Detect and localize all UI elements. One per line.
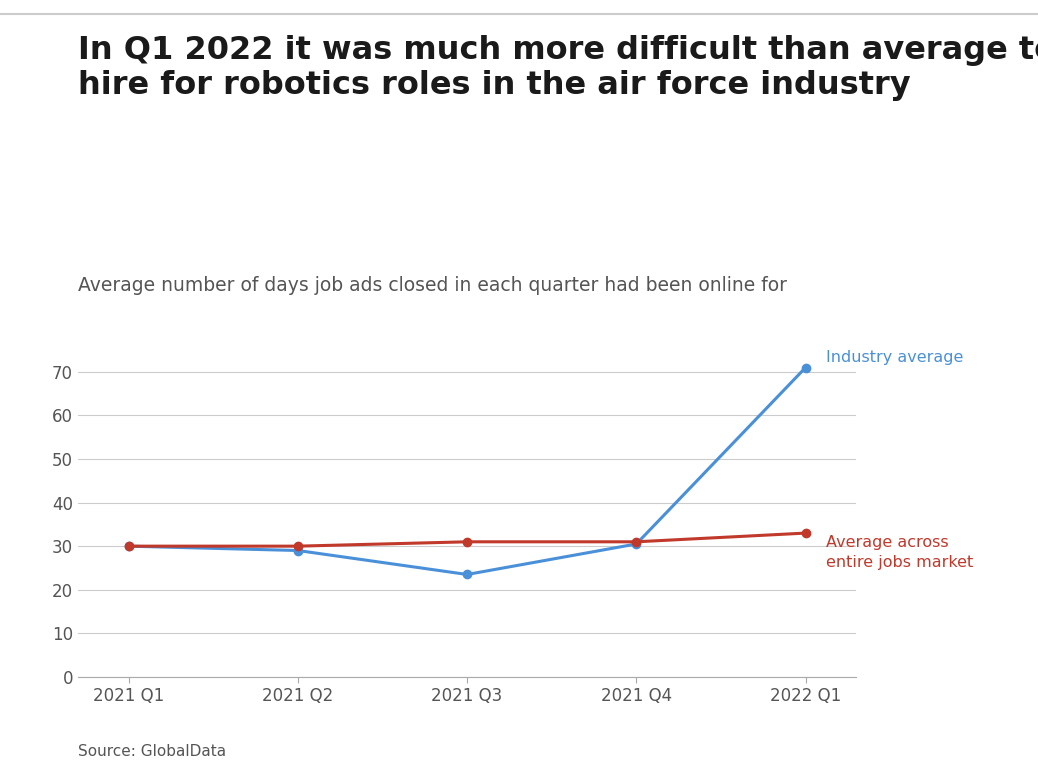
Text: Average across
entire jobs market: Average across entire jobs market <box>826 535 974 570</box>
Text: In Q1 2022 it was much more difficult than average to
hire for robotics roles in: In Q1 2022 it was much more difficult th… <box>78 35 1038 100</box>
Text: Industry average: Industry average <box>826 350 963 366</box>
Text: Average number of days job ads closed in each quarter had been online for: Average number of days job ads closed in… <box>78 276 787 295</box>
Text: Source: GlobalData: Source: GlobalData <box>78 744 226 759</box>
